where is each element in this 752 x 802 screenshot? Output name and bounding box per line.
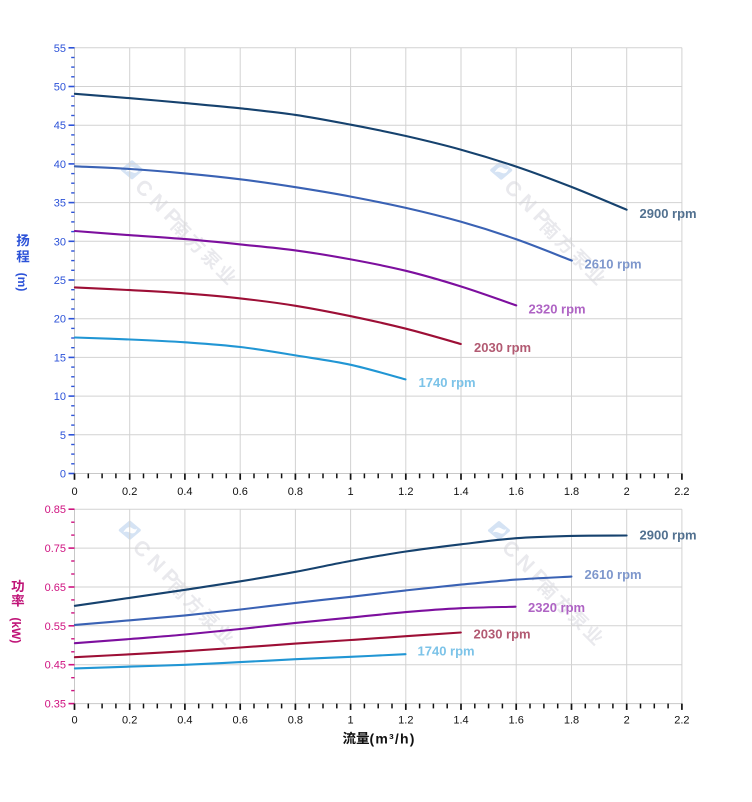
svg-text:1.6: 1.6 xyxy=(509,715,524,727)
svg-text:(m): (m) xyxy=(15,273,29,292)
svg-text:0.6: 0.6 xyxy=(233,486,248,498)
svg-text:40: 40 xyxy=(54,159,66,171)
svg-text:0.85: 0.85 xyxy=(45,504,66,516)
svg-text:2900 rpm: 2900 rpm xyxy=(640,206,697,221)
svg-text:0.8: 0.8 xyxy=(288,486,303,498)
svg-text:0.2: 0.2 xyxy=(122,715,137,727)
svg-text:0: 0 xyxy=(71,486,77,498)
svg-text:2610 rpm: 2610 rpm xyxy=(585,567,642,582)
svg-text:1.8: 1.8 xyxy=(564,715,579,727)
svg-text:1740 rpm: 1740 rpm xyxy=(419,375,476,390)
svg-text:2.2: 2.2 xyxy=(674,486,689,498)
svg-text:0: 0 xyxy=(71,715,77,727)
svg-text:1: 1 xyxy=(348,715,354,727)
svg-text:0.45: 0.45 xyxy=(45,660,66,672)
svg-text:1.6: 1.6 xyxy=(509,486,524,498)
svg-text:(kW): (kW) xyxy=(9,617,23,643)
svg-text:2.2: 2.2 xyxy=(674,715,689,727)
svg-text:2320 rpm: 2320 rpm xyxy=(528,600,585,615)
svg-text:15: 15 xyxy=(54,352,66,364)
svg-text:2030 rpm: 2030 rpm xyxy=(474,627,531,642)
svg-text:25: 25 xyxy=(54,275,66,287)
svg-text:0.4: 0.4 xyxy=(177,715,192,727)
svg-text:1.4: 1.4 xyxy=(453,715,468,727)
svg-text:5: 5 xyxy=(60,430,66,442)
svg-text:0: 0 xyxy=(60,468,66,480)
svg-text:20: 20 xyxy=(54,314,66,326)
svg-text:10: 10 xyxy=(54,391,66,403)
svg-text:0.8: 0.8 xyxy=(288,715,303,727)
svg-text:45: 45 xyxy=(54,120,66,132)
svg-text:0.75: 0.75 xyxy=(45,543,66,555)
svg-text:1.2: 1.2 xyxy=(398,486,413,498)
svg-text:1.4: 1.4 xyxy=(453,486,468,498)
svg-text:(m³/h): (m³/h) xyxy=(370,730,416,746)
svg-text:1.2: 1.2 xyxy=(398,715,413,727)
svg-text:2: 2 xyxy=(624,715,630,727)
svg-text:0.4: 0.4 xyxy=(177,486,192,498)
svg-text:2610 rpm: 2610 rpm xyxy=(585,257,642,272)
svg-text:1.8: 1.8 xyxy=(564,486,579,498)
svg-text:0.55: 0.55 xyxy=(45,621,66,633)
svg-text:50: 50 xyxy=(54,81,66,93)
svg-text:0.6: 0.6 xyxy=(233,715,248,727)
svg-text:0.35: 0.35 xyxy=(45,699,66,711)
svg-text:35: 35 xyxy=(54,198,66,210)
svg-text:55: 55 xyxy=(54,43,66,55)
svg-text:1: 1 xyxy=(348,486,354,498)
svg-text:2030 rpm: 2030 rpm xyxy=(474,340,531,355)
svg-text:0.2: 0.2 xyxy=(122,486,137,498)
svg-text:2: 2 xyxy=(624,486,630,498)
svg-text:2320 rpm: 2320 rpm xyxy=(529,301,586,316)
svg-text:30: 30 xyxy=(54,236,66,248)
svg-text:1740 rpm: 1740 rpm xyxy=(418,644,475,659)
svg-text:0.65: 0.65 xyxy=(45,582,66,594)
svg-text:2900 rpm: 2900 rpm xyxy=(640,527,697,542)
